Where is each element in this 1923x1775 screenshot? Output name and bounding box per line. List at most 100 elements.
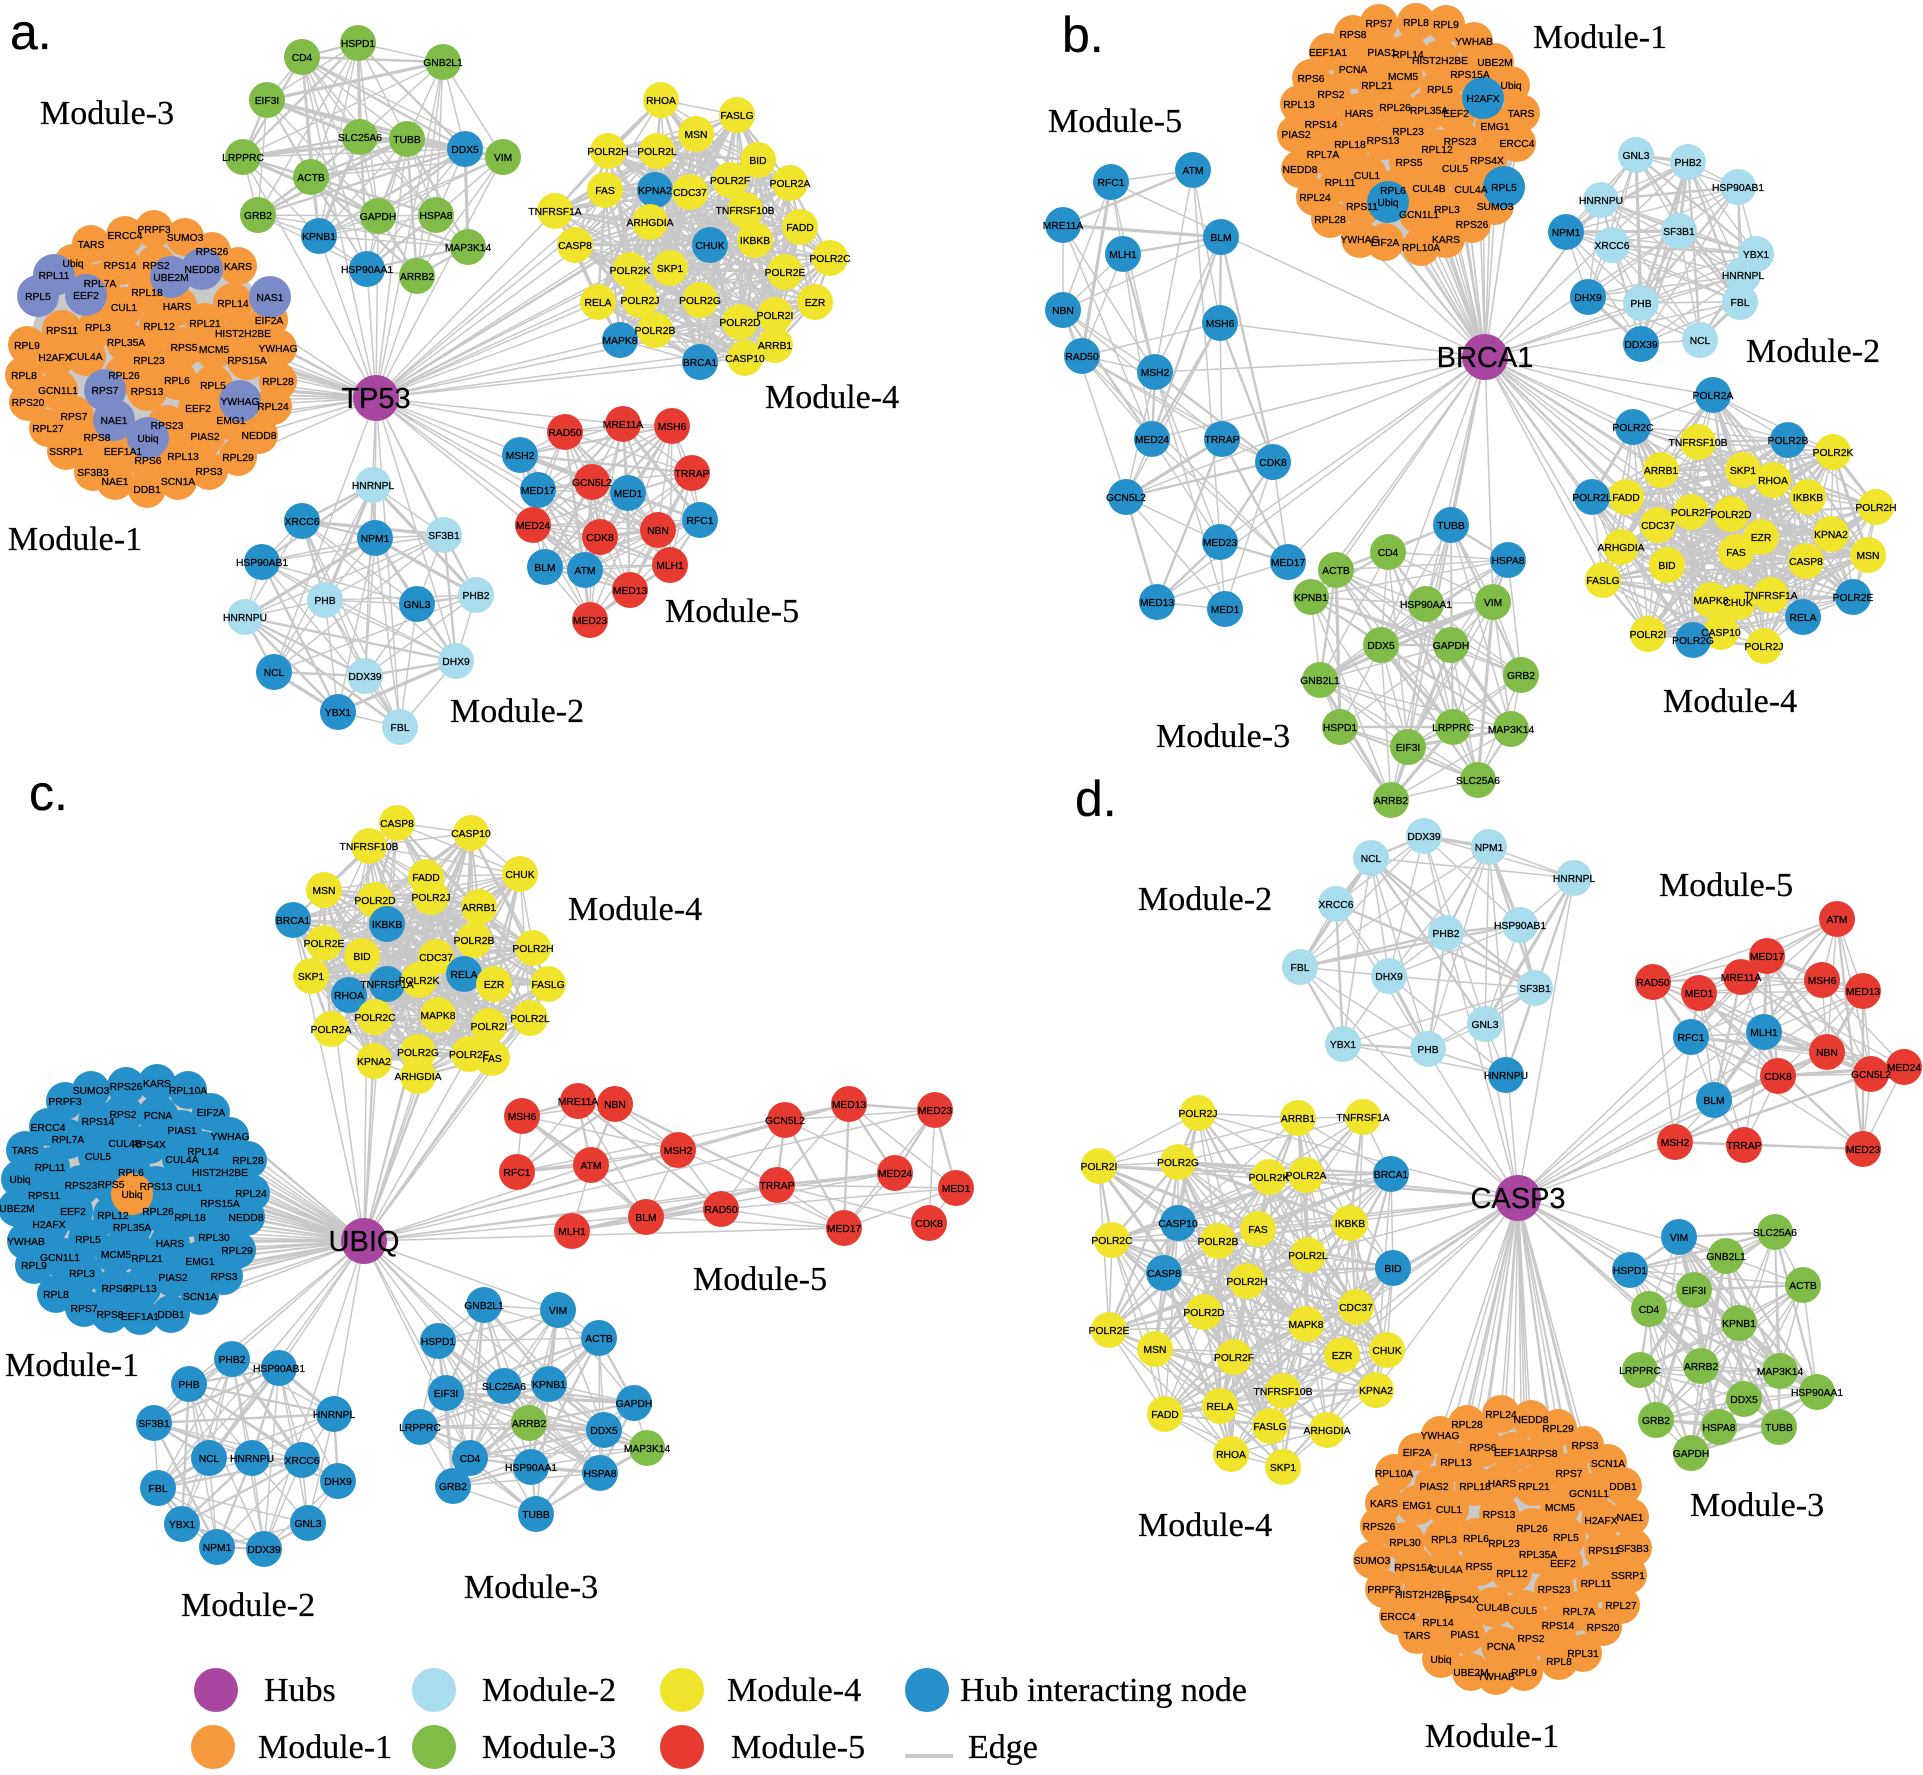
- svg-text:POLR2I: POLR2I: [757, 311, 794, 322]
- svg-text:RFC1: RFC1: [687, 516, 714, 527]
- svg-text:TP53: TP53: [341, 383, 410, 415]
- svg-text:NAE1: NAE1: [101, 416, 128, 427]
- svg-text:ARRB1: ARRB1: [1281, 1114, 1316, 1125]
- svg-text:POLR2E: POLR2E: [304, 939, 345, 950]
- svg-text:RPS23: RPS23: [151, 421, 184, 432]
- svg-text:DDB1: DDB1: [1609, 1482, 1637, 1493]
- svg-text:HSPA8: HSPA8: [583, 1469, 616, 1480]
- svg-text:POLR2J: POLR2J: [412, 893, 451, 904]
- svg-text:PCNA: PCNA: [1339, 65, 1368, 76]
- svg-text:HNRNPL: HNRNPL: [1553, 874, 1596, 885]
- svg-text:MED17: MED17: [827, 1224, 862, 1235]
- svg-text:POLR2C: POLR2C: [354, 1013, 396, 1024]
- svg-text:H2AFX: H2AFX: [38, 353, 71, 364]
- svg-text:PCNA: PCNA: [1487, 1642, 1516, 1653]
- svg-text:Module-3: Module-3: [464, 1569, 598, 1606]
- svg-text:CASP10: CASP10: [725, 354, 765, 365]
- svg-text:CUL5: CUL5: [85, 1152, 112, 1163]
- svg-text:RPS7: RPS7: [92, 386, 119, 397]
- svg-text:SLC25A6: SLC25A6: [1456, 776, 1500, 787]
- svg-text:POLR2D: POLR2D: [1183, 1308, 1224, 1319]
- svg-text:Ubiq: Ubiq: [62, 259, 83, 270]
- svg-text:MED17: MED17: [521, 486, 556, 497]
- svg-text:CASP3: CASP3: [1470, 1183, 1565, 1215]
- svg-text:TNFRSF1A: TNFRSF1A: [1744, 591, 1797, 602]
- svg-text:RELA: RELA: [1790, 613, 1817, 624]
- svg-text:YBX1: YBX1: [169, 1520, 196, 1531]
- svg-text:GNB2L1: GNB2L1: [1300, 676, 1340, 687]
- svg-text:CUL1: CUL1: [111, 303, 138, 314]
- svg-text:CASP8: CASP8: [380, 819, 414, 830]
- svg-text:RPL5: RPL5: [1427, 85, 1453, 96]
- svg-text:Module-2: Module-2: [181, 1587, 315, 1624]
- svg-text:EEF1A1: EEF1A1: [1494, 1448, 1533, 1459]
- svg-text:POLR2G: POLR2G: [397, 1048, 439, 1059]
- svg-text:CASP10: CASP10: [1158, 1219, 1198, 1230]
- svg-text:RELA: RELA: [1207, 1402, 1234, 1413]
- svg-text:MED1: MED1: [614, 489, 643, 500]
- svg-text:FAS: FAS: [482, 1054, 502, 1065]
- svg-text:CASP8: CASP8: [1789, 557, 1823, 568]
- svg-text:RAD50: RAD50: [704, 1205, 737, 1216]
- svg-text:PHB2: PHB2: [1675, 158, 1702, 169]
- svg-text:BID: BID: [749, 156, 766, 167]
- svg-text:POLR2D: POLR2D: [354, 896, 395, 907]
- svg-text:RPS8: RPS8: [1340, 30, 1367, 41]
- svg-text:LRPPRC: LRPPRC: [399, 1423, 441, 1434]
- svg-text:RPL21: RPL21: [131, 1254, 163, 1265]
- svg-text:HSPA8: HSPA8: [1702, 1423, 1735, 1434]
- svg-text:RPL10A: RPL10A: [1402, 243, 1440, 254]
- svg-text:c.: c.: [29, 765, 68, 821]
- svg-text:RAD50: RAD50: [1636, 978, 1669, 989]
- svg-text:CASP10: CASP10: [1701, 628, 1741, 639]
- svg-text:PHB: PHB: [1630, 299, 1651, 310]
- svg-text:SCN1A: SCN1A: [183, 1292, 217, 1303]
- svg-text:RPL6: RPL6: [164, 376, 190, 387]
- svg-text:YWHAB: YWHAB: [1455, 37, 1493, 48]
- svg-text:RELA: RELA: [451, 970, 478, 981]
- svg-text:FBL: FBL: [149, 1484, 168, 1495]
- svg-text:KARS: KARS: [1432, 235, 1460, 246]
- svg-text:NAE1: NAE1: [1617, 1513, 1644, 1524]
- svg-text:HIST2H2BE: HIST2H2BE: [215, 329, 271, 340]
- svg-text:HSP90AB1: HSP90AB1: [1494, 921, 1546, 932]
- svg-text:RPL14: RPL14: [1392, 50, 1424, 61]
- svg-text:PIAS1: PIAS1: [167, 1126, 196, 1137]
- svg-text:Edge: Edge: [968, 1729, 1038, 1766]
- svg-text:RPS3: RPS3: [211, 1272, 238, 1283]
- svg-text:POLR2H: POLR2H: [1855, 503, 1896, 514]
- svg-text:NPM1: NPM1: [361, 534, 390, 545]
- svg-text:HSPA8: HSPA8: [419, 211, 452, 222]
- svg-text:MSN: MSN: [1144, 1345, 1167, 1356]
- svg-text:POLR2I: POLR2I: [1081, 1162, 1118, 1173]
- svg-text:KPNA2: KPNA2: [357, 1057, 391, 1068]
- svg-text:CD4: CD4: [1378, 548, 1399, 559]
- svg-text:Module-3: Module-3: [482, 1729, 616, 1766]
- svg-text:RPS4X: RPS4X: [132, 1140, 166, 1151]
- svg-text:KPNB1: KPNB1: [1722, 1319, 1756, 1330]
- svg-text:RPS13: RPS13: [1367, 136, 1400, 147]
- svg-text:RPL13: RPL13: [125, 1284, 157, 1295]
- svg-text:RPL35A: RPL35A: [107, 338, 145, 349]
- svg-text:RPL35A: RPL35A: [1410, 106, 1448, 117]
- svg-text:RPS11: RPS11: [46, 326, 78, 337]
- svg-text:RPL7A: RPL7A: [1307, 150, 1340, 161]
- svg-text:CASP10: CASP10: [451, 829, 491, 840]
- svg-text:RFC1: RFC1: [1678, 1033, 1705, 1044]
- svg-text:PRPF3: PRPF3: [1367, 1585, 1400, 1596]
- svg-text:POLR2B: POLR2B: [1768, 436, 1809, 447]
- svg-text:HSPD1: HSPD1: [1323, 723, 1358, 734]
- svg-text:RPL13: RPL13: [167, 452, 199, 463]
- svg-text:MED23: MED23: [918, 1106, 953, 1117]
- svg-text:GCN5L2: GCN5L2: [765, 1116, 805, 1127]
- svg-text:CUL4B: CUL4B: [1412, 184, 1445, 195]
- svg-text:GAPDH: GAPDH: [1433, 641, 1470, 652]
- svg-text:ARRB1: ARRB1: [462, 903, 497, 914]
- svg-text:GCN1L1: GCN1L1: [40, 1253, 80, 1264]
- svg-text:ARHGDIA: ARHGDIA: [1598, 543, 1645, 554]
- svg-text:CD4: CD4: [1639, 1305, 1660, 1316]
- svg-text:DDX39: DDX39: [1407, 832, 1440, 843]
- svg-text:Module-4: Module-4: [568, 891, 702, 928]
- svg-text:RPS20: RPS20: [12, 398, 45, 409]
- svg-text:SF3B1: SF3B1: [1663, 227, 1695, 238]
